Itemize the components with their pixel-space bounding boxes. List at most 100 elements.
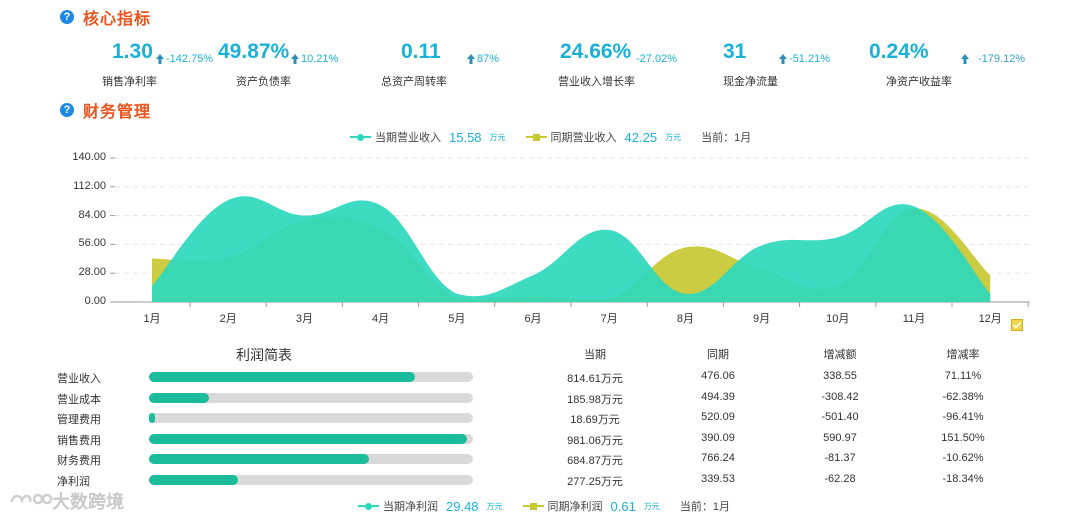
cell-delta: -62.28: [824, 473, 856, 485]
table-row: 净利润 277.25万元 339.53 -62.28 -18.34%: [0, 470, 1080, 490]
legend-prev-value: 0.61: [610, 498, 636, 514]
kpi-change: -51.21%: [778, 53, 830, 65]
table-row: 营业收入 814.61万元 476.06 338.55 71.11%: [0, 367, 1080, 387]
cell-prev: 390.09: [701, 431, 735, 444]
cell-delta: -308.42: [821, 390, 859, 403]
cell-rate: -18.34%: [942, 473, 984, 485]
cell-current: 185.98万元: [567, 393, 623, 406]
arrow-up-icon: [467, 54, 475, 64]
x-tick-label: 10月: [826, 313, 850, 325]
legend-current-marker[interactable]: [350, 133, 371, 141]
cell-current: 814.61万元: [567, 373, 623, 385]
kpi-label: 净资产收益率: [886, 76, 952, 88]
kpi-value: 31: [723, 40, 747, 63]
row-name: 营业收入: [57, 373, 101, 385]
cell-prev: 766.24: [701, 452, 735, 465]
arrow-up-icon: [291, 54, 299, 64]
table-row: 销售费用 981.06万元 390.09 590.97 151.50%: [0, 429, 1080, 449]
x-tick-label: 8月: [676, 313, 694, 325]
legend-current-marker[interactable]: [358, 502, 379, 510]
col-header-prev: 同期: [707, 349, 729, 361]
series-current-area[interactable]: [152, 196, 991, 302]
cell-delta: 338.55: [823, 370, 857, 382]
legend-current-value: 29.48: [446, 498, 479, 514]
legend-current-label[interactable]: 当期营业收入: [375, 132, 441, 144]
help-icon[interactable]: ?: [60, 10, 74, 24]
help-icon[interactable]: ?: [60, 103, 74, 117]
section-title-core-text: 核心指标: [83, 11, 152, 28]
legend-current-unit: 万元: [486, 501, 503, 511]
row-progress-fill: [149, 372, 415, 382]
col-header-rate: 增减率: [946, 349, 980, 361]
section-title-finance: ? 财务管理: [60, 98, 151, 122]
kpi-value: 0.11: [401, 40, 441, 63]
table-row: 营业成本 185.98万元 494.39 -308.42 -62.38%: [0, 388, 1080, 408]
watermark-text: 大数跨境: [52, 492, 124, 512]
legend-prev-label[interactable]: 同期营业收入: [550, 132, 617, 144]
row-progress-fill: [149, 392, 209, 403]
legend-period: 当前：1月: [701, 132, 752, 144]
row-progress-bar: [149, 475, 473, 485]
x-tick-label: 5月: [448, 313, 466, 325]
x-tick-label: 2月: [219, 313, 237, 325]
legend-prev-marker[interactable]: [522, 502, 544, 510]
kpi-label: 营业收入增长率: [558, 76, 635, 88]
cell-current: 684.87万元: [567, 455, 623, 468]
kpi-label: 总资产周转率: [381, 76, 447, 88]
legend-current-unit: 万元: [489, 132, 506, 142]
kpi-label: 资产负债率: [236, 76, 291, 88]
row-progress-fill: [149, 454, 370, 465]
row-name: 营业成本: [57, 393, 101, 406]
legend-prev-label[interactable]: 同期净利润: [547, 501, 603, 513]
legend-prev-unit: 万元: [643, 501, 660, 511]
row-progress-fill: [149, 475, 239, 485]
arrow-up-icon: [961, 54, 969, 64]
watermark: 大数跨境: [8, 488, 124, 514]
y-tick-label: 0.00: [84, 295, 106, 307]
y-tick-label: 28.00: [78, 266, 106, 279]
arrow-up-icon: [156, 54, 164, 64]
col-header-delta: 增减额: [823, 349, 857, 361]
x-tick-label: 4月: [372, 313, 390, 325]
legend-period: 当前：1月: [679, 501, 730, 513]
x-tick-label: 6月: [524, 313, 542, 325]
legend-prev-unit: 万元: [665, 132, 682, 142]
x-tick-label: 1月: [143, 313, 161, 325]
row-progress-bar: [149, 433, 473, 444]
x-tick-label: 11月: [902, 313, 926, 325]
row-progress-bar: [149, 454, 473, 465]
row-progress-bar: [149, 392, 473, 403]
cell-rate: 71.11%: [944, 370, 982, 382]
row-progress-bar: [149, 413, 473, 424]
cell-current: 18.69万元: [570, 414, 620, 427]
chart-canvas: [110, 157, 1030, 307]
legend-current-label[interactable]: 当期净利润: [383, 501, 438, 513]
section-title-finance-text: 财务管理: [83, 104, 152, 121]
cell-rate: -96.41%: [942, 411, 984, 424]
legend-prev-value: 42.25: [624, 129, 658, 145]
x-tick-label: 7月: [600, 313, 618, 325]
revenue-area-chart: 0.00 28.00 56.00 84.00 112.00 140.00 1月 2月 3月 4月…: [0, 145, 1080, 335]
legend-prev-marker[interactable]: [525, 133, 547, 141]
kpi-value: 0.24%: [869, 40, 929, 63]
chart-legend: 当期营业收入 15.58 万元 同期营业收入 42.25 万元 当前：1月: [350, 129, 751, 145]
kpi-change: -27.02%: [636, 53, 677, 65]
cell-prev: 476.06: [701, 370, 735, 382]
y-tick-label: 56.00: [78, 237, 106, 250]
section-title-core: ? 核心指标: [60, 5, 151, 29]
kpi-label: 销售净利率: [102, 76, 157, 88]
checkbox-icon[interactable]: [1011, 319, 1023, 331]
row-name: 净利润: [57, 476, 90, 488]
x-tick-label: 12月: [978, 313, 1002, 325]
table-row: 管理费用 18.69万元 520.09 -501.40 -96.41%: [0, 408, 1080, 428]
table-row: 财务费用 684.87万元 766.24 -81.37 -10.62%: [0, 449, 1080, 469]
cell-delta: -81.37: [824, 452, 856, 465]
kpi-change: 87%: [466, 53, 499, 65]
x-tick-label: 3月: [295, 313, 313, 325]
cell-current: 981.06万元: [567, 434, 623, 447]
row-progress-fill: [149, 433, 467, 444]
profit-legend: 当期净利润 29.48 万元 同期净利润 0.61 万元 当前：1月: [358, 498, 730, 514]
cell-rate: 151.50%: [941, 431, 985, 444]
kpi-change: 10.21%: [290, 53, 338, 65]
kpi-value: 49.87%: [218, 40, 290, 63]
